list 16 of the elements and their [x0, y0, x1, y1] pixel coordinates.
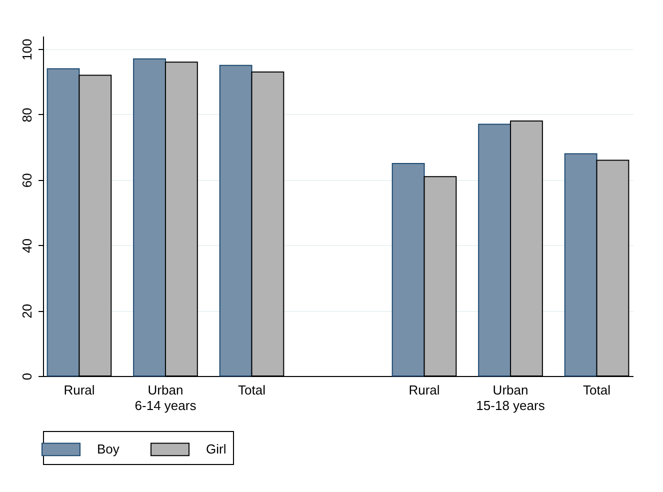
y-tick-label: 100 [20, 38, 34, 60]
y-tick-label: 80 [20, 108, 34, 122]
x-tick-label: Urban [148, 382, 184, 398]
x-tick-label: Urban [492, 382, 528, 398]
y-tick-label: 40 [20, 238, 34, 253]
y-tick-label: 20 [20, 304, 34, 318]
x-tick-label: Total [583, 382, 611, 398]
x-tick-label: Total [238, 382, 266, 398]
y-tick-label: 0 [20, 372, 34, 380]
legend-label: Girl [206, 441, 226, 456]
legend-label: Boy [97, 441, 120, 456]
x-tick-label: Rural [408, 382, 440, 398]
x-tick-label: Rural [64, 382, 95, 398]
y-tick-label: 60 [20, 173, 34, 188]
text: 6-14 years [134, 398, 197, 413]
text: 15-18 years [476, 398, 546, 413]
